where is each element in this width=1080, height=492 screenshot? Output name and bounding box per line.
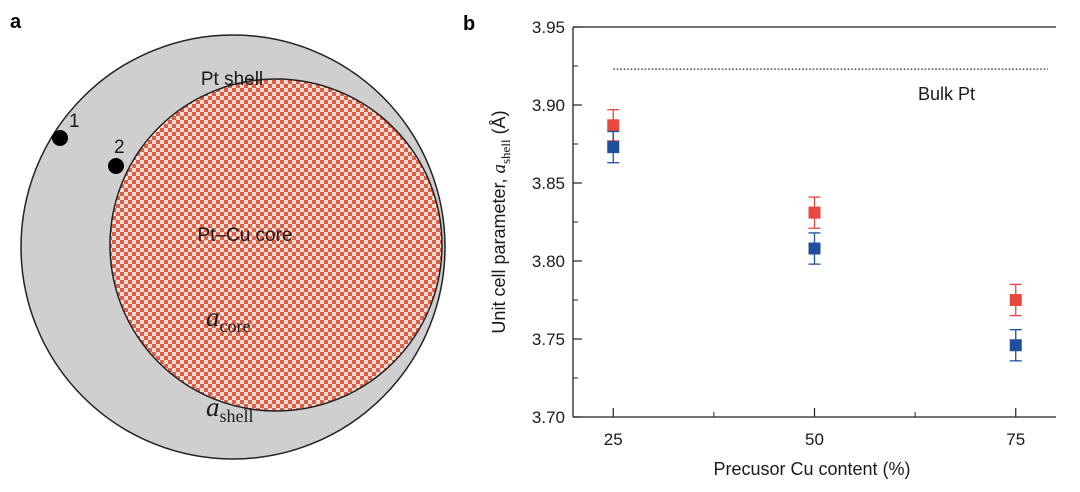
bulk-pt-reference: Bulk Pt	[613, 68, 1048, 104]
x-axis-title: Precusor Cu content (%)	[713, 459, 910, 479]
site-2-label: 2	[114, 137, 125, 158]
bulk-pt-label: Bulk Pt	[918, 84, 975, 104]
site-2-dot	[108, 158, 124, 174]
series-1	[607, 109, 1022, 317]
y-tick-label: 3.75	[532, 330, 565, 349]
series-2	[607, 130, 1022, 362]
y-axis-title: Unit cell parameter, ashell (Å)	[489, 110, 513, 333]
y-axis-title-symbol: a	[489, 164, 510, 174]
y-axis-title-text: Unit cell parameter,	[489, 173, 509, 333]
y-ticks: 3.70 3.75 3.80 3.85 3.90 3.95	[532, 18, 582, 427]
data-point	[1009, 294, 1022, 306]
data-point	[1009, 339, 1022, 352]
a-core-symbol: a	[206, 302, 220, 332]
y-tick-label: 3.80	[532, 252, 565, 271]
pt-cu-core-label: Pt–Cu core	[197, 225, 292, 246]
y-axis-title-unit: (Å)	[489, 110, 509, 139]
x-tick-label: 75	[1006, 430, 1025, 449]
data-point	[607, 141, 620, 154]
panel-b: b 3.70 3.75 3.80 3.85 3.90 3.95 25 50 75 Bulk P…	[463, 13, 1056, 479]
y-tick-label: 3.70	[532, 408, 565, 427]
panel-b-letter: b	[463, 13, 475, 35]
a-shell-subscript: shell	[220, 406, 254, 426]
y-tick-label: 3.90	[532, 96, 565, 115]
y-axis-title-subscript: shell	[498, 139, 513, 164]
site-1-dot	[52, 130, 68, 146]
x-ticks: 25 50 75	[604, 408, 1025, 449]
plot-area: 3.70 3.75 3.80 3.85 3.90 3.95 25 50 75 Bulk Pt	[532, 18, 1056, 449]
a-shell-label: ashell	[206, 392, 254, 426]
x-tick-label: 25	[604, 430, 623, 449]
panel-a-letter: a	[10, 11, 22, 33]
panel-a: a Pt shell Pt–Cu core acore ashell 1 2	[10, 11, 446, 460]
y-tick-label: 3.85	[532, 174, 565, 193]
data-point	[808, 242, 821, 255]
x-tick-label: 50	[805, 430, 824, 449]
a-core-label: acore	[206, 302, 250, 336]
a-shell-symbol: a	[206, 392, 220, 422]
data-point	[607, 119, 620, 132]
pt-shell-label: Pt shell	[201, 69, 263, 90]
pt-cu-core-circle	[109, 78, 443, 412]
site-1-label: 1	[69, 111, 80, 132]
y-tick-label: 3.95	[532, 18, 565, 37]
data-point	[808, 206, 821, 219]
a-core-subscript: core	[220, 316, 251, 336]
series-group	[607, 109, 1022, 362]
